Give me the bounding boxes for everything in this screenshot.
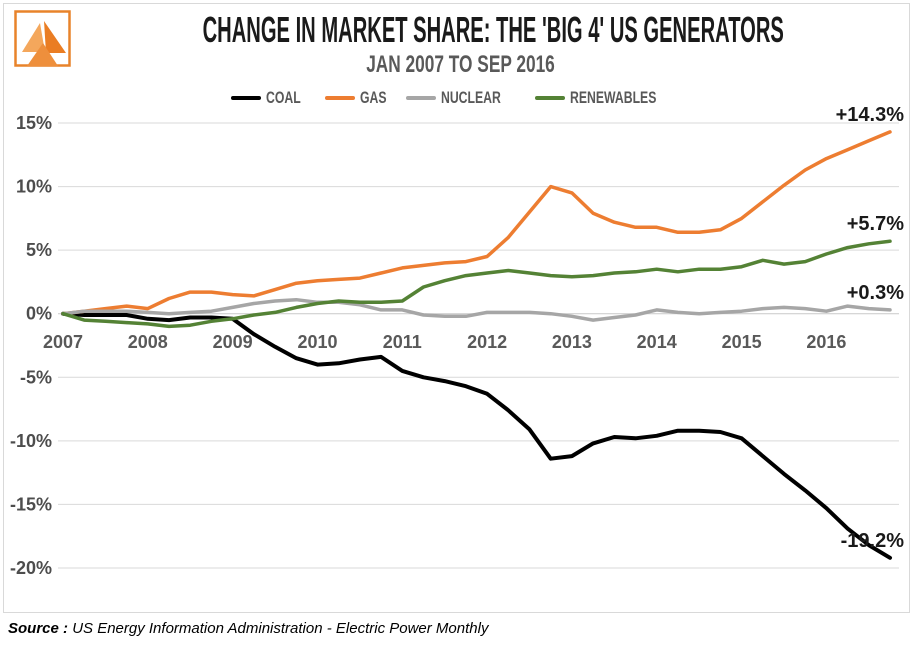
legend-item-renewables: RENEWABLES [534, 88, 690, 108]
chart-title: CHANGE IN MARKET SHARE: THE 'BIG 4' US G… [202, 9, 784, 50]
chart-legend: COAL GAS NUCLEAR RENEWABLES [0, 88, 921, 108]
chart-subtitle: JAN 2007 TO SEP 2016 [366, 51, 555, 78]
legend-item-coal: COAL [231, 88, 314, 108]
source-text: US Energy Information Administration - E… [72, 620, 489, 637]
legend-item-gas: GAS [324, 88, 397, 108]
legend-swatch-coal [231, 96, 262, 100]
source-note: Source : US Energy Information Administr… [8, 620, 488, 637]
logo-triangle-mid [27, 43, 58, 66]
legend-label: NUCLEAR [441, 88, 502, 107]
brand-logo [14, 10, 71, 67]
legend-swatch-renewables [534, 96, 565, 100]
legend-item-nuclear: NUCLEAR [406, 88, 524, 108]
source-label: Source : [8, 620, 69, 637]
legend-label: GAS [359, 88, 387, 107]
legend-label: RENEWABLES [569, 88, 656, 107]
legend-swatch-gas [324, 96, 355, 100]
legend-label: COAL [266, 88, 302, 107]
logo-triangle-light [22, 23, 45, 52]
legend-swatch-nuclear [406, 96, 437, 100]
logo-triangle-dark [44, 21, 66, 53]
